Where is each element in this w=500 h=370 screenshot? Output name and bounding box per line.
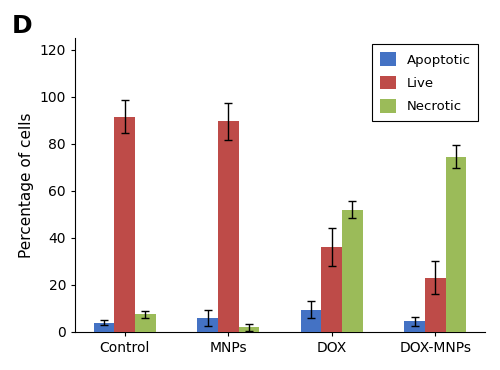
Bar [114, 117, 135, 332]
Y-axis label: Percentage of cells: Percentage of cells [19, 112, 34, 258]
Bar [425, 278, 446, 332]
Bar [446, 157, 466, 332]
Bar [94, 323, 114, 332]
Bar [238, 327, 260, 332]
Bar [322, 247, 342, 332]
Bar [300, 310, 322, 332]
Bar [218, 121, 238, 332]
Bar [342, 209, 363, 332]
Bar [197, 318, 218, 332]
Bar [404, 322, 425, 332]
Legend: Apoptotic, Live, Necrotic: Apoptotic, Live, Necrotic [372, 44, 478, 121]
Bar [135, 314, 156, 332]
Text: D: D [12, 14, 32, 38]
